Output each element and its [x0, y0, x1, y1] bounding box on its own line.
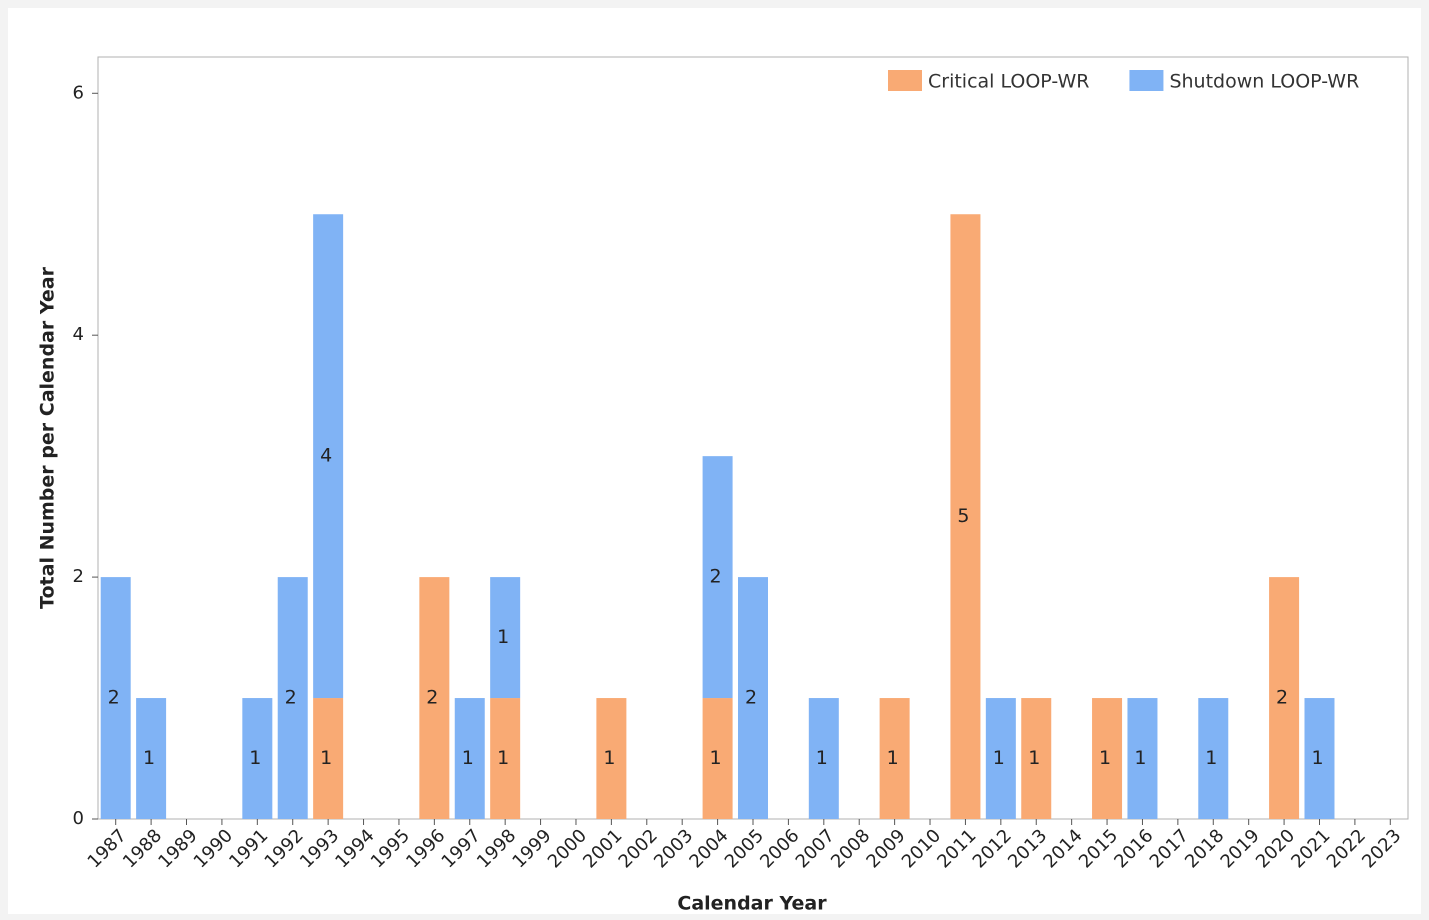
bar-segment	[419, 577, 450, 819]
data-label: 1	[1028, 747, 1040, 769]
data-label: 2	[1276, 687, 1288, 709]
data-label: 1	[1134, 747, 1146, 769]
bar-segment	[313, 214, 344, 699]
y-tick-label: 6	[73, 82, 84, 103]
bar-segment	[100, 577, 131, 819]
data-label: 5	[957, 505, 969, 527]
data-label: 2	[710, 566, 722, 588]
bar-segment	[985, 698, 1016, 819]
data-label: 1	[497, 747, 509, 769]
data-label: 2	[108, 687, 120, 709]
data-label: 4	[320, 445, 332, 467]
data-label: 1	[816, 747, 828, 769]
bar-segment	[136, 698, 167, 819]
legend-label: Critical LOOP-WR	[928, 71, 1089, 93]
data-label: 1	[993, 747, 1005, 769]
legend-swatch	[888, 70, 922, 91]
y-tick-label: 4	[73, 324, 84, 345]
data-label: 2	[426, 687, 438, 709]
legend-swatch	[1129, 70, 1164, 91]
data-label: 1	[320, 747, 332, 769]
bar-segment	[313, 698, 344, 819]
data-label: 2	[745, 687, 757, 709]
data-label: 1	[1205, 747, 1217, 769]
bar-segment	[490, 698, 521, 819]
data-label: 1	[462, 747, 474, 769]
bar-segment	[1198, 698, 1229, 819]
bar-segment	[1269, 577, 1300, 819]
data-label: 1	[887, 747, 899, 769]
data-label: 1	[249, 747, 261, 769]
bar-segment	[242, 698, 273, 819]
data-label: 1	[603, 747, 615, 769]
bar-segment	[738, 577, 768, 819]
bar-segment	[702, 456, 733, 699]
y-tick-label: 2	[73, 566, 84, 587]
data-label: 2	[285, 687, 297, 709]
data-label: 1	[143, 747, 155, 769]
data-label: 1	[1311, 747, 1323, 769]
bar-segment	[879, 698, 910, 819]
bar-segment	[702, 698, 733, 819]
y-axis-title: Total Number per Calendar Year	[37, 266, 59, 609]
bar-segment	[950, 214, 981, 819]
bar-segment	[1092, 698, 1123, 819]
bar-segment	[490, 577, 521, 699]
y-tick-label: 0	[73, 808, 84, 829]
bar-segment	[1021, 698, 1052, 819]
bar-segment	[277, 577, 308, 819]
bar-segment	[1127, 698, 1158, 819]
legend-label: Shutdown LOOP-WR	[1169, 71, 1359, 93]
bar-segment	[1304, 698, 1335, 819]
bar-segment	[596, 698, 627, 819]
x-axis-title: Calendar Year	[677, 893, 827, 915]
data-label: 1	[710, 747, 722, 769]
data-label: 1	[1099, 747, 1111, 769]
bar-segment	[454, 698, 485, 819]
data-label: 1	[497, 626, 509, 648]
bar-segment	[808, 698, 839, 819]
